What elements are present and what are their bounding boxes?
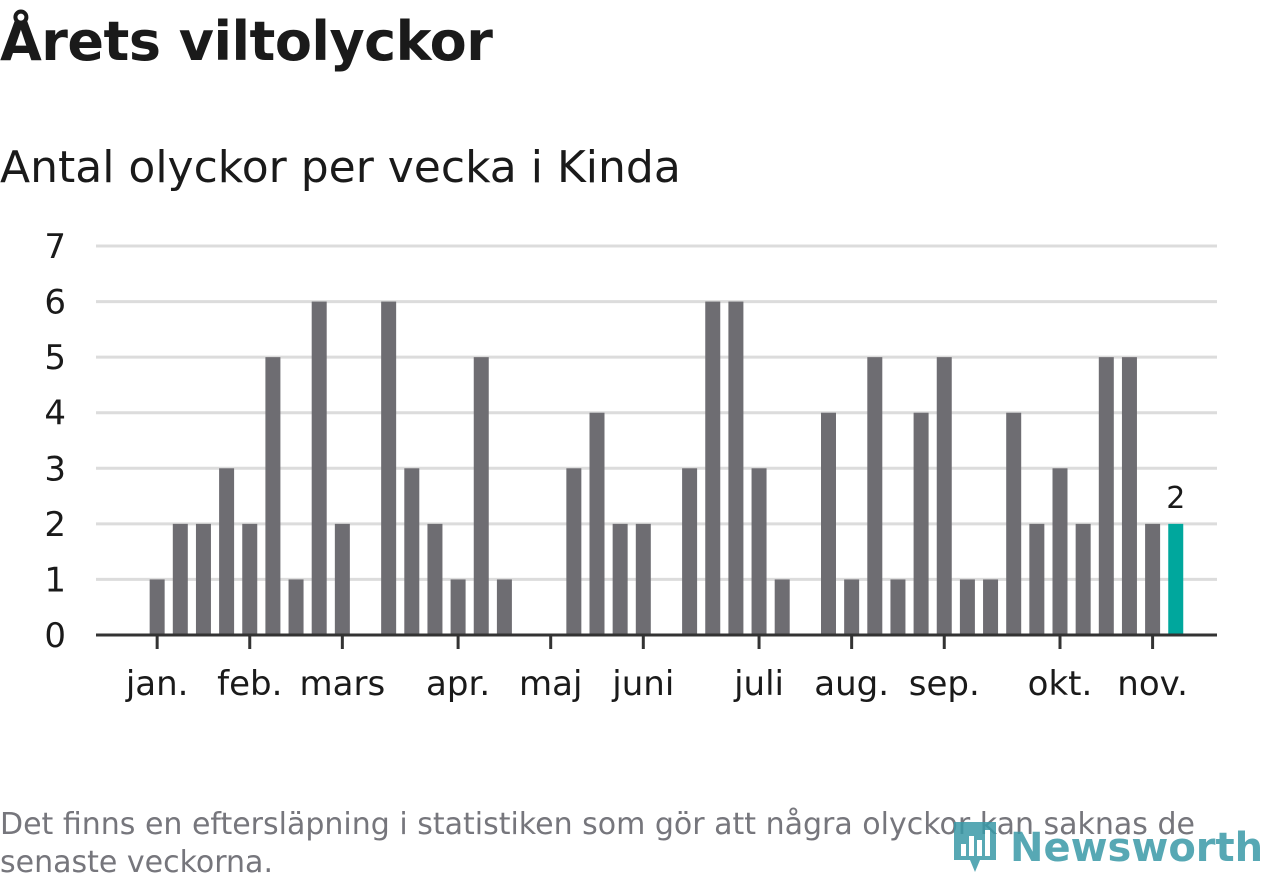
x-tick-label: nov. (1117, 664, 1188, 704)
y-tick-label: 2 (44, 505, 66, 545)
y-tick-label: 1 (44, 560, 66, 600)
y-axis-ticks: 0 1 2 3 4 5 6 7 (44, 227, 66, 656)
bar (404, 468, 420, 635)
bar (334, 523, 350, 635)
y-tick-label: 5 (44, 338, 66, 378)
bar (1168, 523, 1184, 635)
bar (751, 468, 767, 635)
bar (1121, 357, 1137, 635)
bar (705, 301, 721, 635)
x-tick-label: feb. (217, 664, 282, 704)
highlight-value-label: 2 (1166, 481, 1185, 516)
bar (265, 357, 281, 635)
bar (195, 523, 211, 635)
y-tick-label: 6 (44, 283, 66, 323)
bar (728, 301, 744, 635)
bar (427, 523, 443, 635)
bar (149, 579, 165, 635)
bar-chart: 0 1 2 3 4 5 6 7 jan. feb. mars apr. maj juni juli aug.… (44, 227, 1217, 704)
x-tick-label: juli (733, 664, 784, 704)
chart-title: Årets viltolyckor (0, 10, 493, 73)
bar (890, 579, 906, 635)
x-tick-label: mars (300, 664, 386, 704)
x-tick-label: apr. (426, 664, 490, 704)
newsworthy-logo-text: Newsworthy (1010, 825, 1262, 871)
bar (959, 579, 975, 635)
newsworthy-logo-icon (954, 822, 996, 872)
bar (936, 357, 952, 635)
y-tick-label: 0 (44, 616, 66, 656)
gridlines (96, 244, 1217, 581)
bar (1075, 523, 1091, 635)
y-tick-label: 3 (44, 449, 66, 489)
bar (913, 412, 929, 635)
x-tick-label: aug. (814, 664, 889, 704)
bar (242, 523, 258, 635)
bar (1006, 412, 1022, 635)
bar (381, 301, 397, 635)
x-tick-label: jan. (125, 664, 189, 704)
x-tick-label: sep. (909, 664, 980, 704)
x-tick-label: juni (611, 664, 674, 704)
bar (589, 412, 605, 635)
x-tick-label: maj (519, 664, 582, 704)
bar (219, 468, 235, 635)
chart-subtitle: Antal olyckor per vecka i Kinda (0, 142, 681, 193)
bar (172, 523, 188, 635)
bar (288, 579, 304, 635)
newsworthy-logo: Newsworthy (950, 816, 1262, 880)
bar (566, 468, 582, 635)
bar (612, 523, 628, 635)
bar (1145, 523, 1161, 635)
bar (311, 301, 327, 635)
bar (774, 579, 790, 635)
bar (1052, 468, 1068, 635)
bar (1098, 357, 1114, 635)
bar (450, 579, 466, 635)
data-labels: 2 (1166, 481, 1185, 516)
bar (635, 523, 651, 635)
bar (1029, 523, 1045, 635)
y-tick-label: 7 (44, 227, 66, 267)
bar (473, 357, 489, 635)
y-tick-label: 4 (44, 394, 66, 434)
bar (496, 579, 512, 635)
bar (867, 357, 883, 635)
bar (821, 412, 836, 635)
bar (983, 579, 999, 635)
x-tick-label: okt. (1028, 664, 1093, 704)
bars (149, 301, 1184, 635)
x-axis: jan. feb. mars apr. maj juni juli aug. sep. okt. n… (96, 633, 1217, 704)
bar (682, 468, 698, 635)
bar (844, 579, 860, 635)
